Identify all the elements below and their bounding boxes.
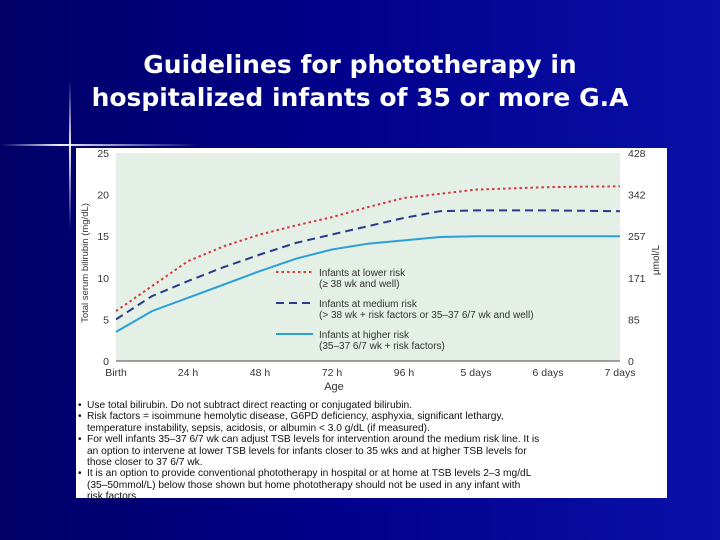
x-tick-label: 24 h (178, 367, 199, 379)
note-line: Risk factors = isoimmune hemolytic disea… (87, 411, 504, 423)
sparkle-vertical (69, 80, 71, 230)
x-tick-label: 6 days (533, 367, 564, 379)
note-item: It is an option to provide conventional … (78, 468, 663, 502)
note-item: Risk factors = isoimmune hemolytic disea… (78, 411, 663, 434)
y-tick-label: 5 (103, 314, 109, 326)
y-tick-label: 15 (97, 231, 109, 243)
y-right-tick-label: 0 (628, 356, 634, 368)
y-right-tick-label: 257 (628, 231, 646, 243)
x-tick-label: 96 h (394, 367, 415, 379)
y-tick-label: 20 (97, 190, 109, 202)
sparkle-horizontal (0, 144, 200, 146)
y-tick-label: 0 (103, 356, 109, 368)
x-tick-label: 72 h (322, 367, 343, 379)
note-item: For well infants 35–37 6/7 wk can adjust… (78, 434, 663, 468)
note-line: (35–50mmol/L) below those shown but home… (87, 479, 521, 491)
y-right-tick-label: 342 (628, 190, 646, 202)
y-right-axis-title: μmol/L (651, 244, 662, 275)
note-line: For well infants 35–37 6/7 wk can adjust… (87, 434, 540, 446)
legend-sublabel: (> 38 wk + risk factors or 35–37 6/7 wk … (319, 310, 534, 321)
legend-sublabel: (≥ 38 wk and well) (319, 279, 400, 290)
note-line: temperature instability, sepsis, acidosi… (87, 422, 430, 434)
y-tick-label: 10 (97, 273, 109, 285)
x-tick-label: Birth (105, 367, 127, 379)
series-line (115, 185, 621, 312)
note-line: Use total bilirubin. Do not subtract dir… (87, 400, 413, 411)
y-right-tick-label: 85 (628, 314, 640, 326)
series-line (115, 209, 621, 321)
figure-panel: 0 0 5 85 10 171 15 257 20 342 25 428 Birth 24 h 48 h 72… (76, 148, 667, 502)
bilirubin-chart: 0 0 5 85 10 171 15 257 20 342 25 428 Birth 24 h 48 h 72… (80, 148, 662, 393)
note-line: an option to intervene at lower TSB leve… (87, 445, 527, 457)
y-tick-label: 25 (97, 148, 109, 160)
series-line (115, 235, 620, 333)
x-tick-label: 5 days (461, 367, 492, 379)
y-right-tick-label: 171 (628, 273, 646, 285)
x-tick-label: 48 h (250, 367, 271, 379)
legend-label: Infants at lower risk (319, 268, 406, 279)
note-line: those closer to 37 6/7 wk. (87, 457, 203, 469)
slide-title-line-2: hospitalized infants of 35 or more G.A (91, 83, 629, 112)
slide-title: Guidelines for phototherapy in hospitali… (40, 48, 680, 114)
note-line: risk factors. (87, 491, 140, 503)
note-item: Use total bilirubin. Do not subtract dir… (78, 400, 663, 412)
y-right-tick-label: 428 (628, 148, 646, 160)
notes-list: Use total bilirubin. Do not subtract dir… (78, 400, 663, 503)
legend-label: Infants at medium risk (319, 299, 418, 310)
y-axis-title: Total serum bilirubin (mg/dL) (80, 203, 91, 323)
legend-sublabel: (35–37 6/7 wk + risk factors) (319, 341, 445, 352)
note-line: It is an option to provide conventional … (87, 468, 532, 480)
x-axis-title: Age (324, 381, 344, 393)
slide-title-line-1: Guidelines for phototherapy in (143, 50, 577, 79)
x-tick-label: 7 days (605, 367, 636, 379)
legend-label: Infants at higher risk (319, 330, 410, 341)
